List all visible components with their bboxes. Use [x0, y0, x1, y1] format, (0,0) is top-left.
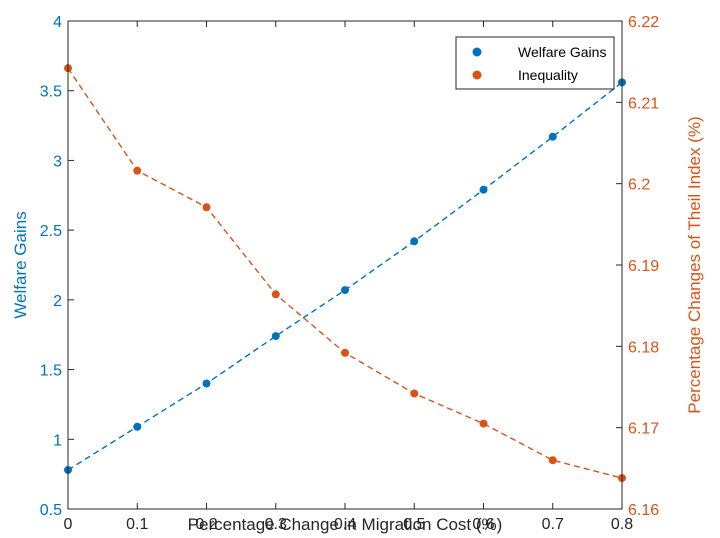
x-tick-label: 0.1 [126, 516, 148, 533]
left-tick-label: 2.5 [40, 223, 62, 240]
data-point-inequality [202, 203, 211, 212]
right-tick-label: 6.18 [628, 339, 659, 356]
left-tick-label: 1 [53, 432, 62, 449]
right-tick-label: 6.16 [628, 502, 659, 519]
x-tick-label: 0.3 [265, 516, 287, 533]
plot-area [68, 21, 622, 509]
legend-marker-inequality [472, 70, 482, 80]
data-point-inequality [410, 389, 419, 398]
left-tick-label: 1.5 [40, 363, 62, 380]
left-y-ticks: 0.5 1 1.5 2 2.5 3 3.5 4 [40, 14, 62, 519]
x-tick-label: 0.8 [611, 516, 633, 533]
left-y-axis-title: Welfare Gains [11, 211, 30, 318]
x-tick-label: 0.2 [195, 516, 217, 533]
x-tick-label: 0.7 [542, 516, 564, 533]
right-tick-label: 6.21 [628, 95, 659, 112]
right-tick-label: 6.19 [628, 258, 659, 275]
legend-marker-welfare-gains [472, 47, 482, 57]
data-point-inequality [548, 456, 557, 465]
x-ticks: 0 0.1 0.2 0.3 0.4 0.5 0.6 0.7 0.8 [64, 516, 634, 533]
right-tick-label: 6.22 [628, 14, 659, 31]
data-point-welfare-gains [133, 422, 142, 431]
right-tick-label: 6.2 [628, 177, 650, 194]
data-point-welfare-gains [479, 185, 488, 194]
x-tick-label: 0.5 [403, 516, 425, 533]
x-tick-label: 0 [64, 516, 73, 533]
left-tick-label: 2 [53, 293, 62, 310]
legend-label-inequality: Inequality [518, 67, 578, 83]
data-point-inequality [341, 348, 349, 357]
x-axis-title: Percentage Change in Migration Cost (%) [188, 515, 503, 534]
data-point-welfare-gains [271, 332, 280, 341]
right-tick-label: 6.17 [628, 421, 659, 438]
x-tick-label: 0.4 [334, 516, 356, 533]
data-point-inequality [133, 166, 142, 175]
data-point-welfare-gains [202, 379, 211, 388]
left-tick-label: 3.5 [40, 84, 62, 101]
legend-label-welfare-gains: Welfare Gains [518, 44, 606, 60]
axes-layer [67, 20, 623, 510]
data-point-welfare-gains [548, 132, 557, 141]
data-point-welfare-gains [410, 237, 419, 246]
left-tick-label: 3 [53, 153, 62, 170]
left-tick-label: 0.5 [40, 502, 62, 519]
legend-box [455, 36, 615, 90]
right-y-ticks: 6.16 6.17 6.18 6.19 6.2 6.21 6.22 [628, 14, 659, 519]
data-point-welfare-gains [341, 286, 349, 295]
data-point-inequality [271, 290, 280, 299]
data-point-inequality [479, 419, 488, 428]
left-tick-label: 4 [53, 14, 62, 31]
right-y-axis-title: Percentage Changes of Theil Index (%) [685, 116, 704, 413]
legend: Welfare Gains Inequality [455, 36, 615, 90]
x-tick-label: 0.6 [472, 516, 494, 533]
